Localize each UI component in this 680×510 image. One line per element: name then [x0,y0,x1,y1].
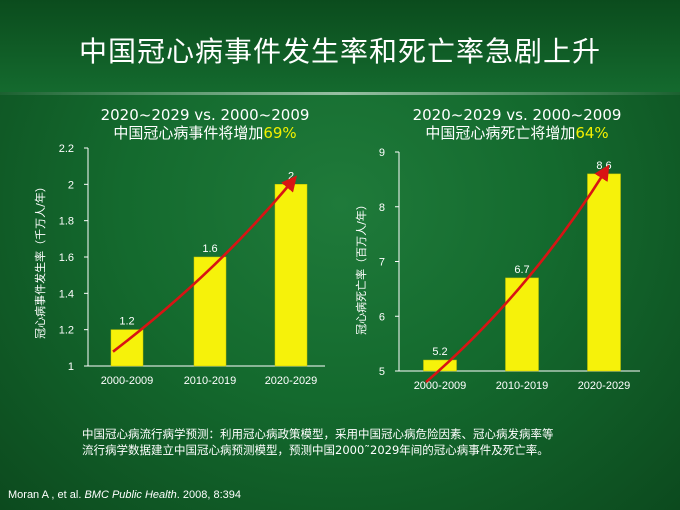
header-band [0,0,680,92]
left-category-label: 2020-2029 [265,375,318,387]
prediction-note-line1: 中国冠心病流行病学预测：利用冠心病政策模型，采用中国冠心病危险因素、冠心病发病率… [82,427,554,441]
right-panel-title-highlight: 64% [575,124,609,142]
right-bar [587,173,621,372]
left-bar [110,329,144,367]
left-panel-title-line1: 2020~2029 vs. 2000~2009 [100,106,310,124]
right-y-tick-label: 9 [379,147,385,159]
left-y-tick-label: 1.4 [59,288,74,300]
left-panel-title-line2: 中国冠心病事件将增加69% [80,124,330,142]
prediction-note-line2: 流行病学数据建立中国冠心病预测模型，预测中国2000˜2029年间的冠心病事件及… [82,443,549,457]
left-y-tick-label: 1.6 [59,252,74,264]
right-y-tick-label: 7 [379,257,385,269]
left-category-label: 2010-2019 [184,375,237,387]
slide-title: 中国冠心病事件发生率和死亡率急剧上升 [78,35,601,68]
left-y-tick-label: 1.8 [59,216,74,228]
prediction-note: 中国冠心病流行病学预测：利用冠心病政策模型，采用中国冠心病危险因素、冠心病发病率… [82,426,642,458]
citation-authors: Moran A , et al. [8,489,85,501]
citation: Moran A , et al. BMC Public Health. 2008… [8,489,241,501]
citation-journal: BMC Public Health [84,489,177,501]
left-data-label: 1.2 [119,316,134,328]
left-y-tick-label: 1 [68,361,74,373]
right-trend-arrow [425,164,610,384]
left-bar [193,256,227,367]
right-data-label: 5.2 [432,346,447,358]
right-category-label: 2020-2029 [578,380,631,392]
right-y-tick-label: 8 [379,202,385,214]
right-category-label: 2000-2009 [414,380,467,392]
left-y-tick-label: 2.2 [59,143,74,155]
right-panel-title-prefix: 中国冠心病死亡将增加 [425,124,576,142]
right-y-tick-label: 6 [379,311,385,323]
right-bar [505,277,539,372]
right-panel-title-line2: 中国冠心病死亡将增加64% [392,124,642,142]
header-divider [0,92,680,95]
left-y-tick-label: 2 [68,179,74,191]
right-panel-title-line1: 2020~2029 vs. 2000~2009 [412,106,622,124]
right-data-label: 8.6 [596,160,611,172]
left-panel-title-highlight: 69% [263,124,297,142]
left-panel-title: 2020~2029 vs. 2000~2009 中国冠心病事件将增加69% [80,106,330,142]
left-bar [274,184,308,367]
right-category-label: 2010-2019 [496,380,549,392]
right-data-label: 6.7 [514,264,529,276]
right-y-tick-label: 5 [379,366,385,378]
left-category-label: 2000-2009 [101,375,154,387]
left-panel-title-prefix: 中国冠心病事件将增加 [113,124,264,142]
left-data-label: 1.6 [202,243,217,255]
left-y-tick-label: 1.2 [59,325,74,337]
citation-rest: . 2008, 8:394 [176,489,241,501]
left-trend-arrow [112,175,297,353]
right-panel-title: 2020~2029 vs. 2000~2009 中国冠心病死亡将增加64% [392,106,642,142]
